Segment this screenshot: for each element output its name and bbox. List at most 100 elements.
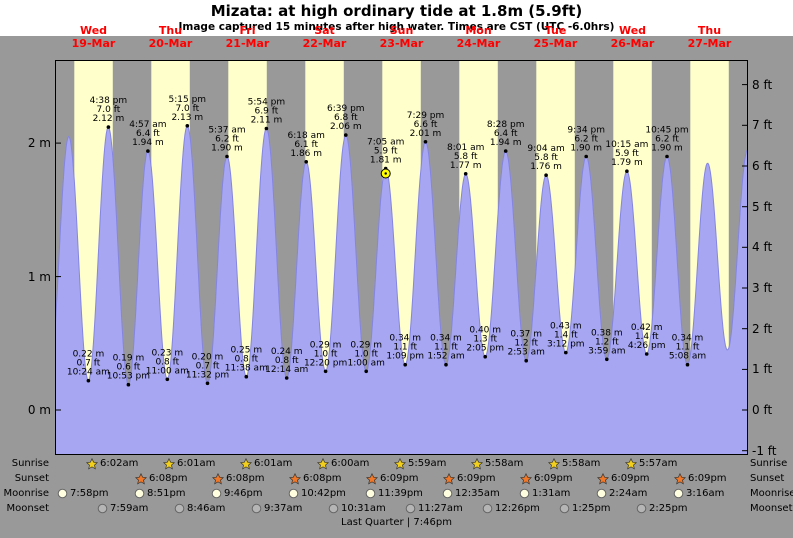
tide-low-label: 3:59 am <box>588 346 625 356</box>
y-axis-label-ft: 5 ft <box>752 199 773 214</box>
tide-low-label: 10:53 pm <box>107 372 150 382</box>
tide-high-dot <box>665 154 669 159</box>
moonset-time: 1:25pm <box>572 503 611 514</box>
tide-low-label: 0.34 m <box>430 334 462 344</box>
tide-low-label: 1.1 ft <box>393 343 417 353</box>
tide-high-dot <box>625 169 629 173</box>
sunset-entry: 6:08pm <box>135 472 188 485</box>
tide-high-label: 1.90 m <box>570 144 602 154</box>
tide-low-label: 0.8 ft <box>234 355 258 365</box>
sunset-entry: 6:09pm <box>366 472 419 485</box>
sunrise-entry: 6:02am <box>86 457 138 470</box>
y-axis-label-m: 0 m <box>27 403 51 418</box>
tide-high-label: 7:29 pm <box>407 111 445 121</box>
tide-low-dot <box>605 357 609 362</box>
tide-high-label: 5.9 ft <box>374 147 398 157</box>
tide-high-dot <box>304 160 308 164</box>
moonrise-time: 1:31am <box>532 488 571 499</box>
tide-low-dot <box>524 358 528 363</box>
moonset-time: 9:37am <box>264 503 303 514</box>
sunrise-entry: 5:59am <box>394 457 446 470</box>
sunset-time: 6:09pm <box>380 473 419 484</box>
tide-high-label: 7.0 ft <box>175 104 199 114</box>
tide-high-label: 1.81 m <box>370 156 402 166</box>
tide-low-label: 1:00 am <box>348 358 385 368</box>
tide-low-label: 1:09 pm <box>386 352 424 362</box>
y-axis-label-ft: 4 ft <box>752 240 773 255</box>
moonrise-time: 12:35am <box>455 488 500 499</box>
astro-label-moonrise-left: Moonrise <box>3 488 49 499</box>
tide-high-label: 9:34 pm <box>567 126 605 136</box>
tide-low-label: 12:20 pm <box>304 358 347 368</box>
sunrise-entry: 6:00am <box>317 457 369 470</box>
moonrise-icon <box>57 488 68 499</box>
tide-high-label: 1.76 m <box>530 162 562 172</box>
sunset-star-icon <box>674 472 686 484</box>
tide-area <box>55 125 748 455</box>
tide-low-label: 1.4 ft <box>635 332 659 342</box>
tide-high-dot <box>463 172 468 176</box>
moonset-entry: 9:37am <box>251 502 302 515</box>
sunset-entry: 6:09pm <box>597 472 650 485</box>
sunset-star-icon <box>366 472 378 484</box>
tide-low-dot <box>165 377 170 382</box>
moonrise-icon <box>596 488 607 499</box>
page-title: Mizata: at high ordinary tide at 1.8m (5… <box>210 2 583 20</box>
tide-high-label: 2.01 m <box>410 129 442 139</box>
moonset-time: 7:59am <box>110 503 149 514</box>
tide-high-label: 6.1 ft <box>294 140 318 150</box>
sunset-entry: 6:09pm <box>443 472 496 485</box>
moonrise-time: 3:16am <box>686 488 725 499</box>
moonrise-entry: 8:51pm <box>134 487 186 500</box>
day-label: Thu 20-Mar <box>148 24 193 50</box>
tide-low-label: 0.25 m <box>230 346 262 356</box>
tide-high-dot <box>185 124 190 128</box>
tide-low-dot <box>364 369 369 374</box>
moonset-entry: 7:59am <box>97 502 148 515</box>
moonset-icon <box>174 503 185 514</box>
tide-curve <box>55 124 748 385</box>
sunrise-star-icon <box>163 457 175 469</box>
moonrise-icon <box>365 488 376 499</box>
tide-high-dot <box>544 173 548 177</box>
tide-high-label: 5:54 pm <box>248 98 286 108</box>
tide-high-label: 5.8 ft <box>534 153 558 163</box>
day-label: Tue 25-Mar <box>533 24 578 50</box>
tide-low-label: 2:53 am <box>508 348 545 358</box>
moonrise-entry: 12:35am <box>442 487 500 500</box>
tide-high-label: 5:37 am <box>208 126 245 136</box>
tide-low-label: 1.2 ft <box>595 337 619 347</box>
tide-high-dot <box>344 133 348 137</box>
sunset-time: 6:09pm <box>611 473 650 484</box>
moonrise-time: 11:39pm <box>378 488 423 499</box>
moonset-time: 12:26pm <box>495 503 540 514</box>
day-label: Sat 22-Mar <box>302 24 347 50</box>
moonrise-time: 9:46pm <box>224 488 263 499</box>
tide-high-dot <box>584 154 588 159</box>
tide-high-label: 6.4 ft <box>136 129 160 139</box>
astro-label-moonset-right: Moonset <box>750 503 793 514</box>
sunset-time: 6:08pm <box>226 473 265 484</box>
y-axis-label-ft: 7 ft <box>752 118 773 133</box>
sunrise-entry: 6:01am <box>240 457 292 470</box>
moonrise-time: 7:58pm <box>70 488 109 499</box>
moonrise-icon <box>288 488 299 499</box>
tide-high-label: 1.79 m <box>611 158 643 168</box>
tide-low-label: 0.40 m <box>469 326 501 336</box>
tide-high-label: 1.90 m <box>211 144 243 154</box>
tide-high-label: 6.4 ft <box>494 129 518 139</box>
y-axis-label-ft: 3 ft <box>752 281 773 295</box>
tide-low-dot <box>323 369 328 374</box>
sunset-entry: 6:09pm <box>520 472 573 485</box>
tide-low-dot <box>244 374 249 379</box>
sunset-star-icon <box>212 472 224 484</box>
sunset-star-icon <box>597 472 609 484</box>
tide-high-label: 6.6 ft <box>414 120 438 130</box>
tide-low-label: 2:05 pm <box>466 344 504 354</box>
tide-high-dot <box>503 149 508 153</box>
moonrise-entry: 7:58pm <box>57 487 109 500</box>
moonrise-time: 10:42pm <box>301 488 346 499</box>
tide-low-label: 3:12 pm <box>547 340 585 350</box>
tide-low-label: 0.37 m <box>510 330 542 340</box>
tide-high-dot <box>423 140 428 144</box>
